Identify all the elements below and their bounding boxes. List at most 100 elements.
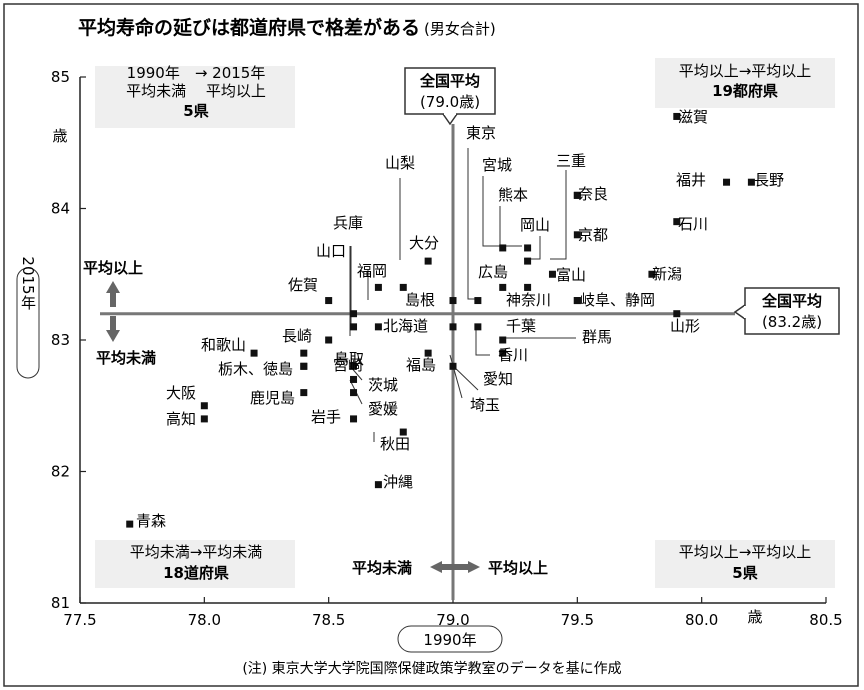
point-label: 栃木、徳島 [218, 360, 293, 378]
point-label: 愛知 [483, 370, 513, 388]
point-label-part: 岐阜 [580, 291, 610, 309]
leader-line [449, 354, 463, 399]
point-mark [200, 402, 208, 410]
leader-line [499, 206, 522, 247]
national-avg-y-value: (83.2歳) [762, 313, 822, 331]
point-mark [673, 310, 681, 318]
x-direction-arrows: 平均未満 平均以上 [352, 559, 548, 577]
point-label: 大分 [409, 234, 439, 252]
point-mark [424, 349, 432, 357]
point-label: 滋賀 [678, 108, 708, 126]
point-mark [350, 415, 358, 423]
point-mark [573, 231, 581, 239]
point-mark [300, 349, 308, 357]
x-tick-label: 80.0 [685, 611, 718, 629]
point-mark [374, 323, 382, 331]
point-label-part: 栃木 [218, 360, 248, 378]
quadrant-bottom-left-count: 18道府県 [163, 564, 229, 582]
y-tick-label: 85 [51, 68, 70, 86]
quadrant-bottom-right-line1: 平均以上→平均以上 [679, 543, 812, 561]
point-label: 宮城 [482, 156, 512, 174]
point-label: 熊本 [498, 186, 528, 204]
quadrant-background-blocks [95, 58, 835, 588]
point-label: 宮崎 [333, 356, 363, 374]
y-unit-label: 歳 [52, 127, 67, 145]
point-mark [325, 297, 333, 305]
point-label-part: 静岡 [625, 291, 655, 309]
national-avg-x-callout: 全国平均 (79.0歳) [404, 67, 496, 126]
point-mark [374, 481, 382, 489]
point-mark [573, 297, 581, 305]
point-label: 広島 [478, 263, 508, 281]
quadrant-top-left: 1990年 → 2015年 平均未満 平均以上 5県 [126, 64, 266, 120]
quadrant-top-right-line1: 平均以上→平均以上 [679, 62, 812, 80]
leader-line [550, 170, 567, 260]
point-label: 岐阜、静岡 [580, 291, 655, 309]
point-mark [449, 323, 457, 331]
point-label-separator: 、 [248, 360, 263, 378]
x-tick-label: 77.5 [63, 611, 96, 629]
point-label: 兵庫 [333, 214, 363, 232]
point-label: 京都 [578, 226, 608, 244]
point-mark [573, 191, 581, 199]
point-label: 岩手 [311, 408, 341, 426]
point-label: 奈良 [578, 185, 608, 203]
reference-lines-layer [100, 124, 735, 600]
point-label: 三重 [556, 152, 586, 170]
point-label: 沖縄 [383, 473, 413, 491]
point-mark [126, 520, 134, 528]
x-unit-label: 歳 [747, 608, 762, 626]
point-mark [300, 389, 308, 397]
point-label: 山形 [670, 317, 700, 335]
point-mark [548, 270, 556, 278]
point-mark [399, 428, 407, 436]
leader-line [467, 148, 475, 300]
x-tick-label: 78.5 [312, 611, 345, 629]
point-label: 埼玉 [470, 396, 500, 414]
point-label: 山口 [316, 242, 346, 260]
quadrant-bottom-left-line1: 平均未満→平均未満 [130, 543, 263, 561]
point-mark [350, 362, 358, 370]
point-labels-layer: 青森大阪高知和歌山栃木、徳島長崎鹿児島佐賀宮崎岩手鳥取茨城愛媛山口兵庫福岡北海道… [136, 108, 784, 530]
point-mark [474, 323, 482, 331]
x-tick-label: 80.5 [809, 611, 842, 629]
x-tick-label: 79.0 [436, 611, 469, 629]
y-axis-label-box: 2015年 [16, 256, 40, 379]
point-mark [648, 270, 656, 278]
point-mark [449, 297, 457, 305]
point-mark [499, 349, 507, 357]
point-mark [723, 178, 731, 186]
point-label: 富山 [556, 266, 586, 284]
point-label: 岡山 [520, 216, 550, 234]
point-mark [747, 178, 755, 186]
x-above-avg-label: 平均以上 [488, 559, 548, 577]
quadrant-top-left-line1: 1990年 → 2015年 [127, 64, 266, 82]
axes-layer: 77.5 78.0 78.5 79.0 79.5 80.0 80.5 81 82 83 84 85 [51, 68, 843, 629]
national-avg-x-label: 全国平均 [419, 72, 480, 90]
point-label: 石川 [678, 215, 708, 233]
x-axis-label-box: 1990年 [397, 625, 503, 653]
point-label: 高知 [166, 410, 196, 428]
point-mark [325, 336, 333, 344]
x-below-avg-label: 平均未満 [352, 559, 412, 577]
point-mark [524, 244, 532, 252]
point-label: 長崎 [282, 327, 312, 345]
point-label: 長野 [754, 171, 784, 189]
x-tick-label: 78.0 [188, 611, 221, 629]
leader-line [475, 326, 490, 356]
point-mark [350, 375, 358, 383]
point-mark [374, 283, 382, 291]
y-tick-label: 84 [51, 200, 70, 218]
x-tick-label: 79.5 [561, 611, 594, 629]
source-note: (注) 東京大学大学院国際保健政策学教室のデータを基に作成 [242, 660, 621, 677]
quadrant-bottom-right: 平均以上→平均以上 5県 [679, 543, 812, 582]
y-tick-label: 83 [51, 331, 70, 349]
leader-line [482, 176, 500, 247]
point-label: 福岡 [357, 262, 387, 280]
point-mark [499, 244, 507, 252]
point-mark [350, 310, 358, 318]
point-label: 青森 [136, 512, 166, 530]
quadrant-top-left-line2: 平均未満 平均以上 [126, 82, 266, 100]
point-label: 秋田 [380, 435, 410, 453]
national-avg-y-label: 全国平均 [761, 292, 822, 310]
